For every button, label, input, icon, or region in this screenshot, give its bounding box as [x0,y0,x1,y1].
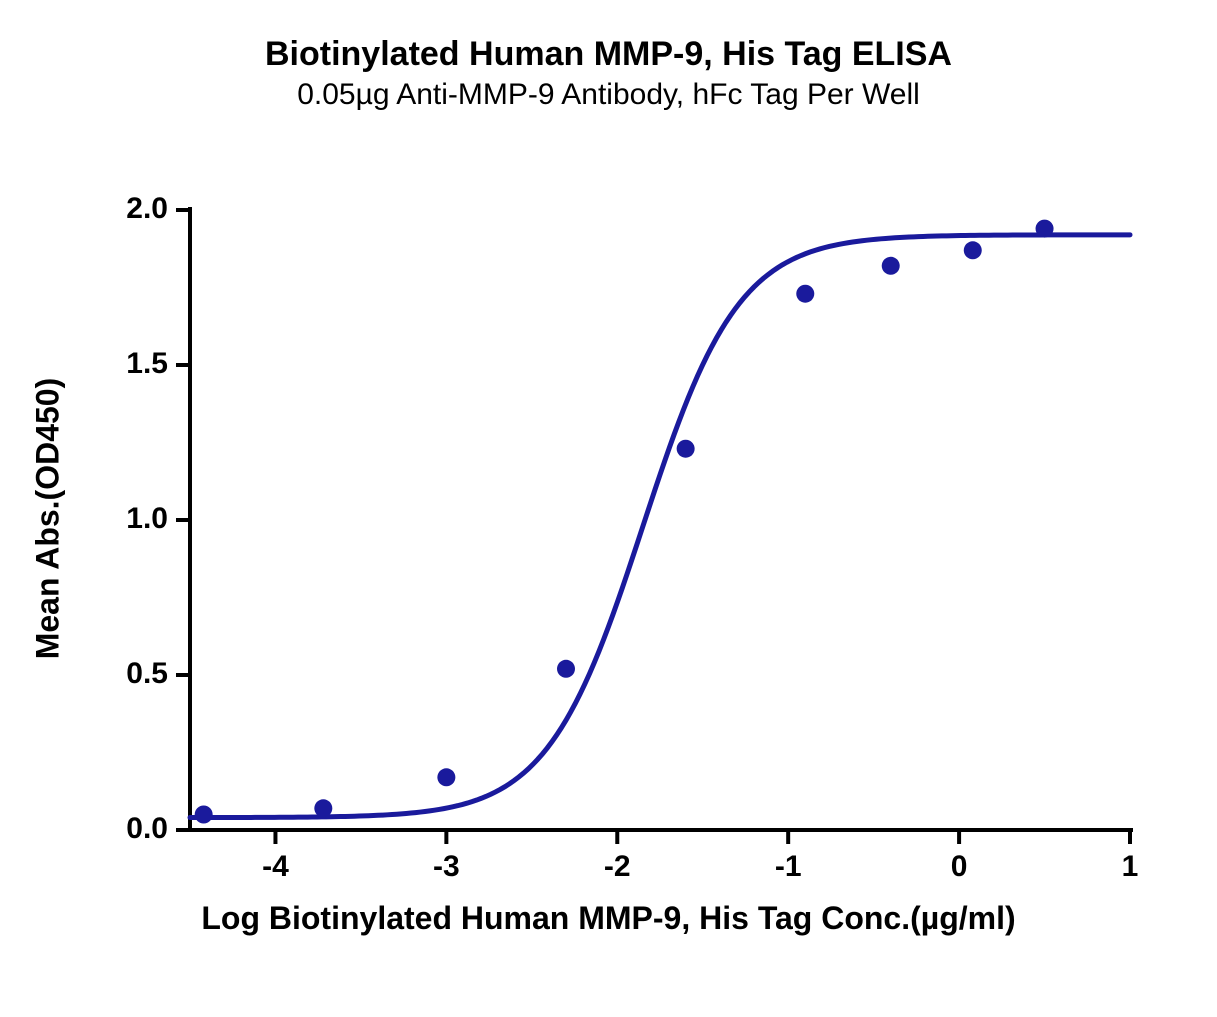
data-point-marker [964,241,982,259]
data-point-marker [677,440,695,458]
y-tick-label: 0.0 [126,812,168,846]
x-tick-label: -1 [758,850,818,884]
data-point-marker [1036,220,1054,238]
y-tick-label: 1.0 [126,502,168,536]
x-tick-label: 0 [929,850,989,884]
x-tick-label: -3 [416,850,476,884]
fitted-curve [190,235,1130,818]
chart-container: Biotinylated Human MMP-9, His Tag ELISA … [0,0,1217,1017]
data-point-marker [796,285,814,303]
data-point-marker [195,806,213,824]
data-point-marker [557,660,575,678]
x-tick-label: -4 [245,850,305,884]
x-axis-label: Log Biotinylated Human MMP-9, His Tag Co… [0,900,1217,937]
y-tick-label: 1.5 [126,347,168,381]
x-tick-label: -2 [587,850,647,884]
data-point-marker [437,768,455,786]
y-tick-label: 2.0 [126,192,168,226]
data-point-marker [314,799,332,817]
x-tick-label: 1 [1100,850,1160,884]
data-point-marker [882,257,900,275]
y-tick-label: 0.5 [126,657,168,691]
y-axis-label: Mean Abs.(OD450) [30,319,67,719]
